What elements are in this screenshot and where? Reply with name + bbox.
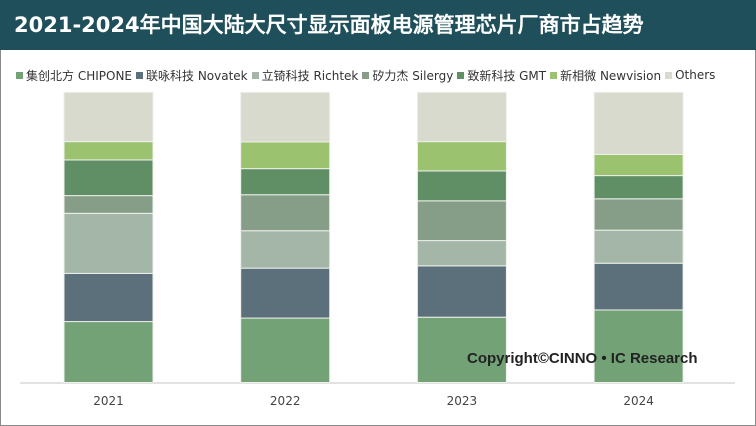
legend: 集创北方 CHIPONE 联咏科技 Novatek 立锜科技 Richtek 矽力杰 … xyxy=(16,66,719,84)
bar-segment xyxy=(593,229,684,264)
bar-segment xyxy=(416,316,507,383)
bar-segment xyxy=(63,321,154,384)
bar-segment xyxy=(63,141,154,161)
bar-segment xyxy=(63,91,154,143)
bar-segment xyxy=(240,168,331,196)
bar-segment xyxy=(593,198,684,231)
bar-segment xyxy=(416,141,507,172)
legend-swatch xyxy=(251,71,259,79)
legend-swatch xyxy=(16,71,23,79)
bar-segment xyxy=(63,159,154,197)
bar-segment xyxy=(63,272,154,323)
bar-segment xyxy=(593,309,684,384)
legend-swatch xyxy=(665,71,673,79)
bar-segment xyxy=(593,91,684,155)
legend-item: 致新科技 GMT xyxy=(457,67,546,84)
bar-segment xyxy=(593,153,684,177)
legend-label: 新相微 Newvision xyxy=(560,68,662,83)
legend-swatch xyxy=(136,71,143,79)
legend-swatch xyxy=(457,71,465,79)
bar-segment xyxy=(416,265,507,318)
title-bar: 2021-2024年中国大陆大尺寸显示面板电源管理芯片厂商市占趋势 xyxy=(0,0,756,50)
legend-item: 新相微 Newvision xyxy=(550,67,661,84)
legend-item: 矽力杰 Silergy xyxy=(362,67,453,84)
x-tick-label: 2022 xyxy=(270,394,301,408)
legend-swatch xyxy=(362,71,370,79)
bar-segment xyxy=(240,194,331,232)
legend-label: 致新科技 GMT xyxy=(467,68,547,83)
bar-segment xyxy=(240,267,331,319)
legend-label: 联咏科技 Novatek xyxy=(146,68,248,83)
legend-label: 集创北方 CHIPONE xyxy=(26,68,132,83)
bar-segment xyxy=(593,175,684,200)
legend-label: 立锜科技 Richtek xyxy=(261,68,359,83)
bar-segment xyxy=(240,317,331,383)
legend-swatch xyxy=(550,71,558,79)
bar-segment xyxy=(416,91,507,143)
x-tick-label: 2021 xyxy=(93,394,124,408)
bar-segment xyxy=(240,230,331,269)
chart-title: 2021-2024年中国大陆大尺寸显示面板电源管理芯片厂商市占趋势 xyxy=(14,13,644,37)
bar-segment xyxy=(240,91,331,143)
legend-item: 立锜科技 Richtek xyxy=(251,67,359,84)
legend-item: Others xyxy=(665,68,715,82)
legend-item: 集创北方 CHIPONE xyxy=(16,67,132,84)
legend-label: 矽力杰 Silergy xyxy=(372,68,454,83)
bar-segment xyxy=(416,170,507,202)
bar-segment xyxy=(63,195,154,214)
legend-label: Others xyxy=(675,68,716,82)
copyright-watermark: Copyright©CINNO • IC Research xyxy=(467,350,698,367)
x-tick-label: 2023 xyxy=(447,394,478,408)
bar-segment xyxy=(593,262,684,311)
x-tick-label: 2024 xyxy=(623,394,654,408)
bar-segment xyxy=(63,212,154,274)
legend-item: 联咏科技 Novatek xyxy=(136,67,248,84)
bar-segment xyxy=(416,240,507,267)
bar-segment xyxy=(416,200,507,242)
bar-segment xyxy=(240,141,331,170)
